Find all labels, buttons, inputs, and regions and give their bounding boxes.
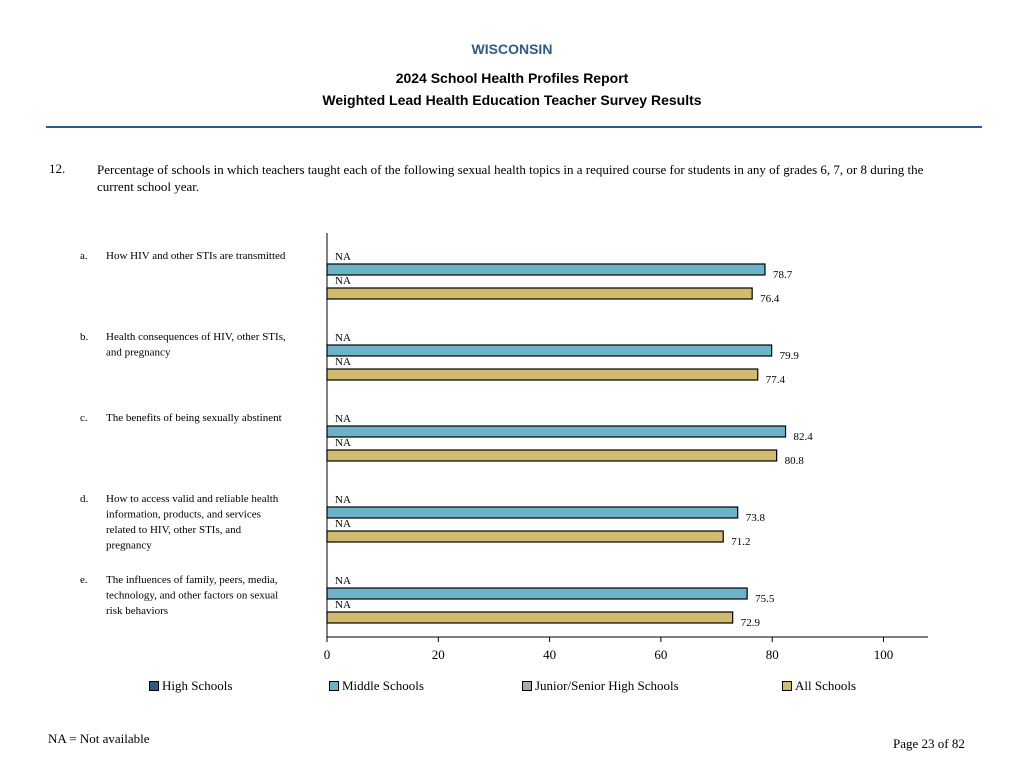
- question-text: Percentage of schools in which teachers …: [97, 162, 924, 194]
- x-tick-label-20: 20: [432, 647, 445, 662]
- legend-item-middle-schools: Middle Schools: [329, 678, 424, 694]
- page-number: Page 23 of 82: [893, 736, 965, 751]
- legend-swatch-junior-senior-high-schools: [522, 681, 532, 691]
- category-letter-e: e.: [80, 574, 88, 586]
- header-divider: [46, 126, 982, 128]
- bar-middle-schools-b: [326, 344, 773, 357]
- na-label-junior-senior-high-schools-b: NA: [335, 356, 351, 368]
- na-label-junior-senior-high-schools-e: NA: [335, 599, 351, 611]
- bar-middle-schools-e: [326, 587, 748, 600]
- data-label-middle-schools-a: 78.7: [773, 269, 793, 281]
- survey-title: Weighted Lead Health Education Teacher S…: [322, 92, 702, 108]
- x-tick-label-100: 100: [874, 647, 894, 662]
- na-label-high-schools-a: NA: [335, 251, 351, 263]
- legend-label-all-schools: All Schools: [795, 678, 857, 693]
- bar-all-schools-e: [326, 611, 734, 624]
- bar-middle-schools-c: [326, 425, 787, 438]
- na-label-high-schools-d: NA: [335, 494, 351, 506]
- data-label-all-schools-b: 77.4: [766, 374, 786, 386]
- category-letter-d: d.: [80, 493, 89, 505]
- state-title: WISCONSIN: [471, 41, 553, 57]
- legend-item-all-schools: All Schools: [782, 678, 856, 694]
- x-tick-label-80: 80: [766, 647, 779, 662]
- x-tick-label-0: 0: [324, 647, 331, 662]
- category-label-a: How HIV and other STIs are transmitted: [106, 250, 286, 262]
- legend-swatch-middle-schools: [329, 681, 339, 691]
- bar-middle-schools-d: [326, 506, 739, 519]
- bar-all-schools-a: [326, 287, 753, 300]
- question-number: 12.: [49, 161, 66, 176]
- bar-middle-schools-a: [326, 263, 766, 276]
- legend-item-junior-senior-high-schools: Junior/Senior High Schools: [522, 678, 679, 694]
- bar-all-schools-d: [326, 530, 724, 543]
- report-title: 2024 School Health Profiles Report: [395, 70, 629, 86]
- bar-all-schools-b: [326, 368, 759, 381]
- legend-label-junior-senior-high-schools: Junior/Senior High Schools: [535, 678, 679, 693]
- category-label-c: The benefits of being sexually abstinent: [106, 412, 282, 424]
- x-tick-label-60: 60: [654, 647, 667, 662]
- category-letter-c: c.: [80, 412, 88, 424]
- legend-label-high-schools: High Schools: [162, 678, 233, 693]
- data-label-all-schools-a: 76.4: [760, 293, 780, 305]
- x-tick-label-40: 40: [543, 647, 556, 662]
- na-label-junior-senior-high-schools-c: NA: [335, 437, 351, 449]
- category-label-e: The influences of family, peers, media, t…: [106, 574, 278, 617]
- category-label-b: Health consequences of HIV, other STIs, a…: [106, 331, 286, 359]
- na-label-junior-senior-high-schools-a: NA: [335, 275, 351, 287]
- data-label-middle-schools-e: 75.5: [755, 593, 775, 605]
- data-label-middle-schools-d: 73.8: [746, 512, 766, 524]
- na-label-junior-senior-high-schools-d: NA: [335, 518, 351, 530]
- na-label-high-schools-c: NA: [335, 413, 351, 425]
- data-label-middle-schools-b: 79.9: [780, 350, 800, 362]
- legend-label-middle-schools: Middle Schools: [342, 678, 424, 693]
- legend-swatch-high-schools: [149, 681, 159, 691]
- category-letter-b: b.: [80, 331, 89, 343]
- data-label-all-schools-d: 71.2: [731, 536, 750, 548]
- data-label-all-schools-e: 72.9: [741, 617, 761, 629]
- na-footnote: NA = Not available: [48, 731, 150, 746]
- legend-item-high-schools: High Schools: [149, 678, 232, 694]
- na-label-high-schools-b: NA: [335, 332, 351, 344]
- data-label-all-schools-c: 80.8: [785, 455, 805, 467]
- na-label-high-schools-e: NA: [335, 575, 351, 587]
- bar-all-schools-c: [326, 449, 778, 462]
- category-label-d: How to access valid and reliable health i…: [106, 493, 279, 552]
- category-letter-a: a.: [80, 250, 88, 262]
- legend-swatch-all-schools: [782, 681, 792, 691]
- data-label-middle-schools-c: 82.4: [794, 431, 814, 443]
